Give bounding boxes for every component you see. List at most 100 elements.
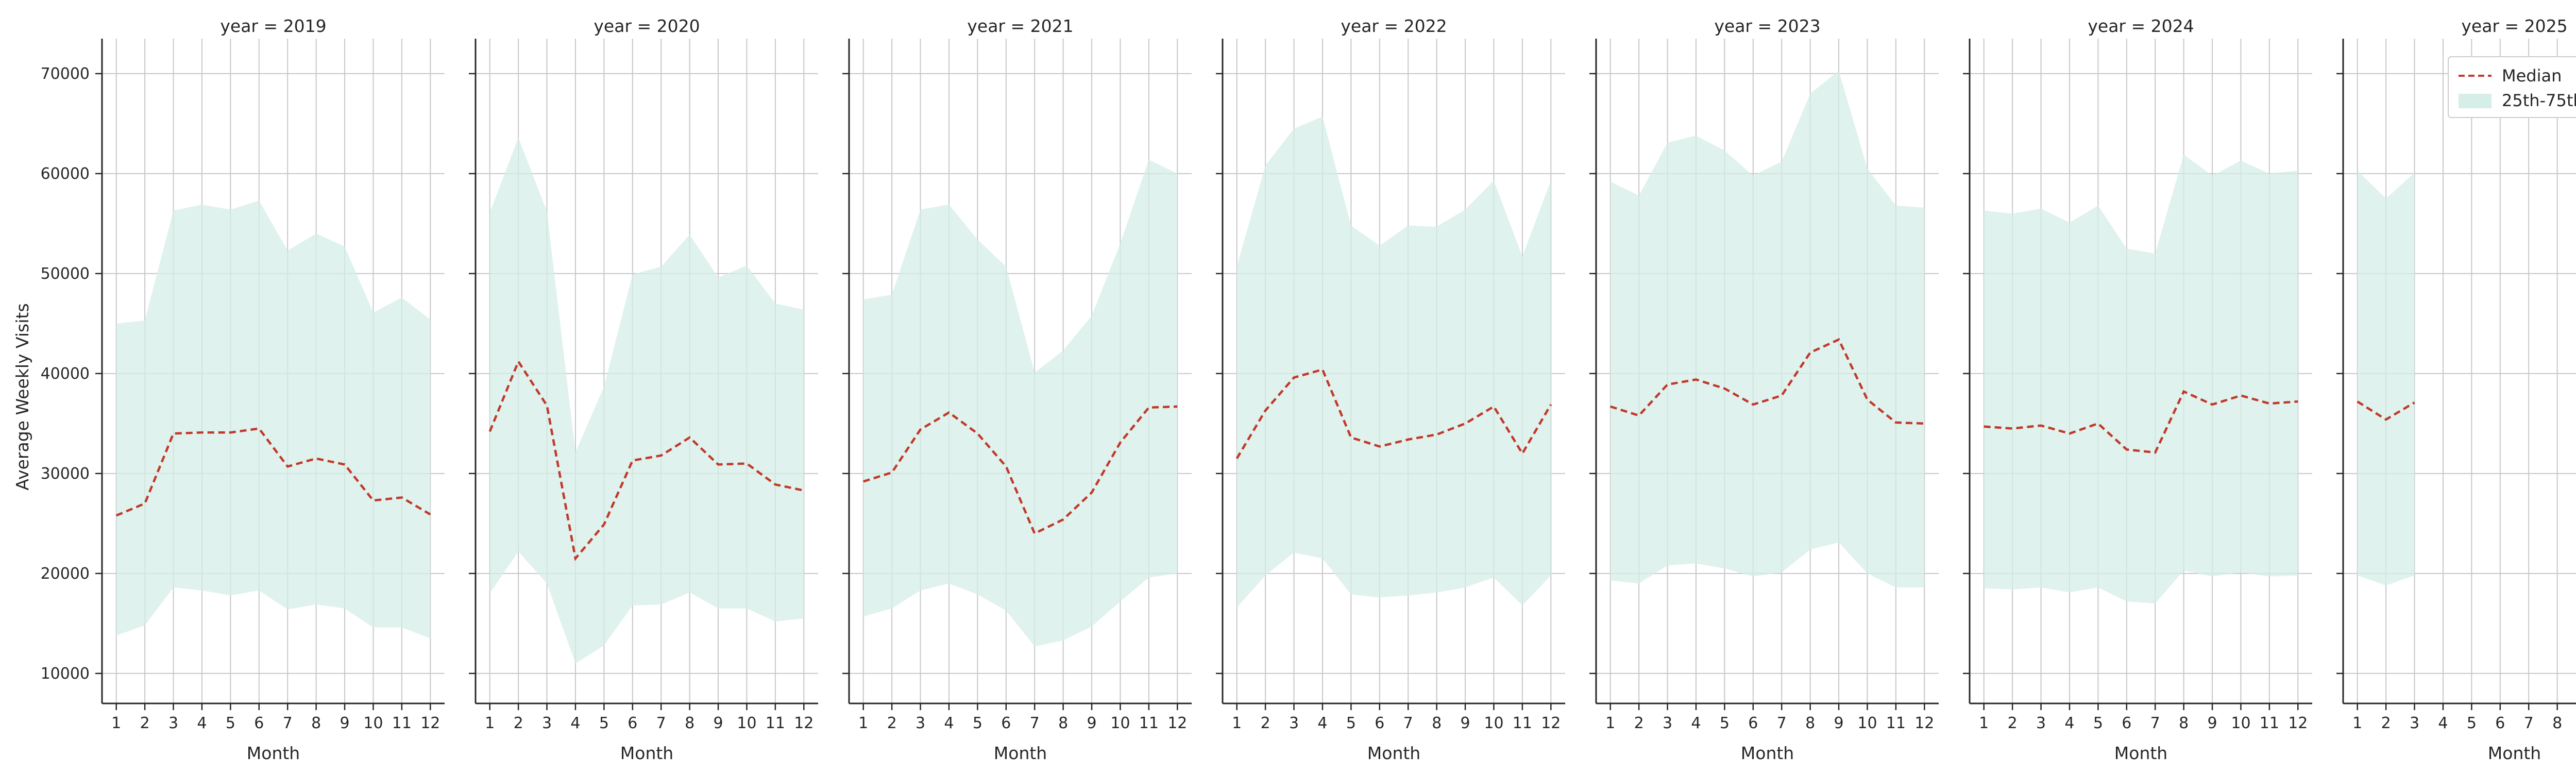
x-tick-label: 10 bbox=[1484, 714, 1503, 732]
median-line-2022 bbox=[1235, 368, 1552, 459]
x-tick-label: 11 bbox=[1886, 714, 1906, 732]
x-tick-label: 11 bbox=[1139, 714, 1159, 732]
x-tick-label: 12 bbox=[1167, 714, 1187, 732]
panel-title: year = 2020 bbox=[594, 16, 700, 36]
x-tick-label: 2 bbox=[2381, 714, 2391, 732]
x-tick-label: 4 bbox=[1691, 714, 1701, 732]
x-tick-label: 10 bbox=[737, 714, 756, 732]
panel-title: year = 2023 bbox=[1714, 16, 1820, 36]
panel-title: year = 2021 bbox=[967, 16, 1073, 36]
x-tick-label: 2 bbox=[1261, 714, 1270, 732]
x-tick-label: 6 bbox=[1001, 714, 1011, 732]
x-tick-label: 1 bbox=[111, 714, 121, 732]
x-tick-label: 5 bbox=[226, 714, 235, 732]
median-line-2020 bbox=[488, 359, 804, 561]
band-25-75-2024 bbox=[1984, 155, 2298, 604]
x-tick-label: 3 bbox=[916, 714, 925, 732]
x-tick-label: 2 bbox=[2008, 714, 2018, 732]
median-line-2019 bbox=[115, 427, 431, 517]
median-line-2025 bbox=[2357, 400, 2415, 421]
x-tick-label: 9 bbox=[1087, 714, 1096, 732]
x-tick-label: 3 bbox=[2036, 714, 2046, 732]
x-tick-label: 4 bbox=[944, 714, 954, 732]
x-tick-label: 7 bbox=[2524, 714, 2534, 732]
x-tick-label: 10 bbox=[363, 714, 383, 732]
x-tick-label: 12 bbox=[1914, 714, 1934, 732]
x-tick-label: 12 bbox=[1541, 714, 1561, 732]
x-tick-label: 6 bbox=[254, 714, 264, 732]
x-tick-label: 2 bbox=[1634, 714, 1644, 732]
x-tick-label: 1 bbox=[1232, 714, 1242, 732]
x-tick-label: 5 bbox=[1346, 714, 1356, 732]
x-tick-label: 2 bbox=[514, 714, 523, 732]
x-tick-label: 3 bbox=[542, 714, 552, 732]
legend: Median 25th-75th Percentile bbox=[2448, 56, 2576, 118]
x-tick-label: 11 bbox=[392, 714, 412, 732]
x-tick-label: 9 bbox=[1460, 714, 1470, 732]
legend-band-label: 25th-75th Percentile bbox=[2502, 91, 2576, 110]
x-tick-label: 1 bbox=[858, 714, 868, 732]
panel-title: year = 2025 bbox=[2461, 16, 2567, 36]
x-tick-label: 9 bbox=[340, 714, 349, 732]
x-tick-label: 3 bbox=[2410, 714, 2419, 732]
x-tick-label: 8 bbox=[1805, 714, 1815, 732]
legend-band-swatch bbox=[2459, 94, 2492, 108]
x-axis-title: Month bbox=[2488, 743, 2541, 763]
x-axis-title: Month bbox=[620, 743, 673, 763]
x-tick-label: 6 bbox=[1748, 714, 1758, 732]
x-tick-label: 8 bbox=[2179, 714, 2189, 732]
x-tick-label: 1 bbox=[1605, 714, 1615, 732]
x-tick-label: 8 bbox=[685, 714, 694, 732]
y-tick-label: 20000 bbox=[41, 565, 90, 583]
x-tick-label: 5 bbox=[2093, 714, 2103, 732]
x-tick-label: 8 bbox=[1058, 714, 1068, 732]
panel-title: year = 2022 bbox=[1341, 16, 1447, 36]
x-tick-label: 6 bbox=[628, 714, 637, 732]
x-tick-label: 11 bbox=[766, 714, 785, 732]
band-25-75-2022 bbox=[1236, 116, 1551, 608]
x-tick-label: 4 bbox=[570, 714, 580, 732]
y-tick-label: 60000 bbox=[41, 165, 90, 183]
panel-title: year = 2019 bbox=[220, 16, 326, 36]
x-tick-label: 5 bbox=[1720, 714, 1730, 732]
median-line-2023 bbox=[1610, 338, 1925, 425]
y-tick-label: 70000 bbox=[41, 65, 90, 83]
y-tick-label: 40000 bbox=[41, 365, 90, 383]
x-tick-label: 12 bbox=[794, 714, 814, 732]
x-tick-label: 6 bbox=[2495, 714, 2505, 732]
x-tick-label: 2 bbox=[140, 714, 150, 732]
x-tick-label: 7 bbox=[1777, 714, 1787, 732]
y-axis-title: Average Weekly Visits bbox=[12, 303, 32, 490]
x-tick-label: 4 bbox=[2438, 714, 2448, 732]
x-tick-label: 5 bbox=[973, 714, 982, 732]
x-tick-label: 9 bbox=[2207, 714, 2217, 732]
y-tick-label: 10000 bbox=[41, 665, 90, 683]
median-line-2021 bbox=[863, 405, 1178, 535]
x-tick-label: 1 bbox=[485, 714, 495, 732]
x-tick-label: 1 bbox=[1979, 714, 1989, 732]
x-tick-label: 12 bbox=[2288, 714, 2308, 732]
x-axis-title: Month bbox=[2114, 743, 2167, 763]
x-tick-label: 1 bbox=[2352, 714, 2362, 732]
x-tick-label: 3 bbox=[1663, 714, 1672, 732]
x-tick-label: 4 bbox=[1317, 714, 1327, 732]
x-tick-label: 4 bbox=[197, 714, 207, 732]
x-tick-label: 9 bbox=[1834, 714, 1843, 732]
band-25-75-2020 bbox=[489, 138, 804, 664]
legend-median-label: Median bbox=[2502, 66, 2562, 86]
x-tick-label: 8 bbox=[2552, 714, 2562, 732]
x-tick-label: 5 bbox=[599, 714, 609, 732]
x-tick-label: 10 bbox=[1857, 714, 1877, 732]
x-tick-label: 7 bbox=[1030, 714, 1040, 732]
x-tick-label: 12 bbox=[420, 714, 440, 732]
x-tick-label: 6 bbox=[1375, 714, 1384, 732]
band-25-75-2021 bbox=[863, 159, 1178, 647]
x-tick-label: 8 bbox=[311, 714, 321, 732]
band-25-75-2019 bbox=[116, 200, 431, 638]
x-axis-title: Month bbox=[247, 743, 300, 763]
